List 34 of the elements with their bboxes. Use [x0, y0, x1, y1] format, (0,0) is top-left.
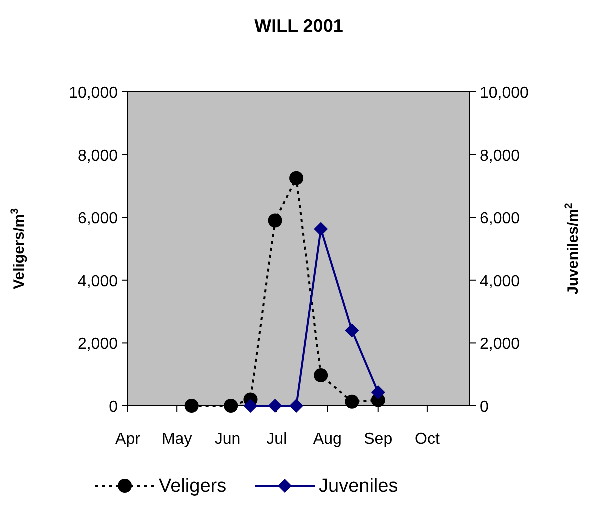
point [314, 222, 328, 236]
x-tick-label: Aug [313, 431, 342, 448]
point [268, 399, 282, 413]
x-tick-label: Jun [214, 431, 241, 448]
y2-tick-label: 10,000 [480, 85, 530, 102]
y-tick-label: 8,000 [78, 148, 118, 165]
legend-label: Veligers [159, 476, 227, 497]
x-tick-label: May [162, 431, 192, 448]
y2-tick-label: 8,000 [480, 148, 520, 165]
x-tick-label: Jul [266, 431, 288, 448]
point [224, 399, 238, 413]
point [314, 368, 328, 383]
y2-tick-label: 4,000 [480, 273, 520, 290]
point [290, 171, 304, 186]
point [345, 394, 360, 409]
point [268, 214, 282, 228]
point [184, 399, 199, 413]
y-tick-label: 4,000 [78, 273, 118, 290]
y-tick-label: 0 [109, 399, 118, 416]
legend-label: Juveniles [319, 476, 398, 497]
point [345, 324, 360, 338]
point [244, 399, 258, 413]
x-tick-label: Apr [116, 431, 142, 448]
y2-tick-label: 2,000 [480, 336, 520, 354]
y-tick-label: 6,000 [78, 210, 118, 228]
y2-tick-label: 6,000 [480, 210, 520, 228]
point [290, 399, 304, 413]
x-tick-label: Sep [364, 431, 393, 448]
point [371, 386, 386, 400]
y-tick-label: 10,000 [69, 85, 118, 102]
y2-tick-label: 0 [480, 399, 489, 416]
chart-title: WILL 2001 [254, 16, 344, 36]
x-tick-label: Oct [415, 431, 440, 448]
y-tick-label: 2,000 [78, 336, 118, 354]
